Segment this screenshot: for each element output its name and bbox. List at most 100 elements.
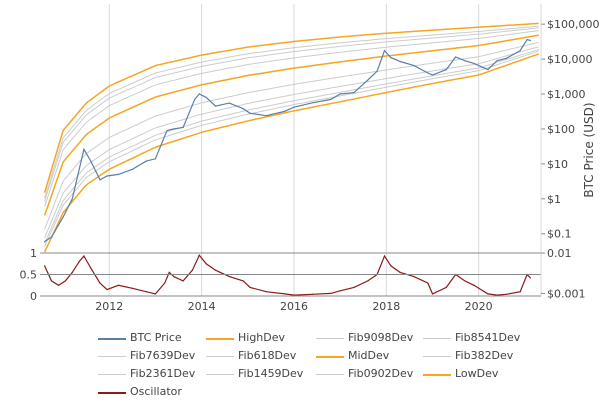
oscillator-point: [106, 288, 108, 291]
fib-band-line: [44, 46, 539, 239]
axes: 2012 2014 2016 2018 2020 $100,000 $10,000 $1,00…: [20, 4, 600, 313]
btc-price-point: [90, 160, 92, 162]
btc-price-point: [194, 98, 196, 101]
oscillator-point: [249, 286, 251, 288]
oscillator-point: [117, 284, 120, 286]
oscillator-point: [445, 286, 447, 288]
btc-price-point: [242, 108, 244, 110]
btc-price-point: [50, 236, 53, 238]
legend-item-label[interactable]: Fib7639Dev: [130, 349, 196, 362]
btc-price-point: [182, 126, 184, 129]
legend-swatch: [423, 338, 451, 339]
btc-price-point: [526, 39, 528, 41]
btc-price-point: [339, 93, 341, 95]
legend-item-label[interactable]: Fib382Dev: [455, 349, 514, 362]
low-dev-line: [43, 53, 539, 253]
legend-item-label[interactable]: MidDev: [348, 349, 390, 362]
btc-price-point: [311, 102, 314, 104]
deviation-bands: [43, 22, 539, 253]
btc-price-point: [249, 112, 251, 114]
price-series: [44, 38, 531, 243]
btc-price-point: [390, 57, 392, 59]
oscillator-point: [214, 269, 217, 271]
oscillator-point: [487, 293, 489, 295]
oscillator-point: [168, 271, 170, 273]
btc-price-point: [454, 56, 457, 58]
osc-left-tick-label: 1: [30, 247, 37, 260]
btc-price-point: [487, 68, 489, 71]
oscillator-point: [529, 277, 531, 279]
legend-swatch: [206, 374, 234, 375]
oscillator-point: [145, 291, 147, 293]
fib-band-line: [44, 41, 539, 230]
oscillator-point: [242, 280, 244, 282]
y-tick-label: $10: [547, 158, 568, 171]
btc-price-point: [330, 98, 332, 101]
btc-price-point: [117, 173, 120, 175]
legend-swatch: [316, 374, 344, 375]
osc-left-tick-label: 0.5: [20, 269, 38, 282]
oscillator-point: [131, 287, 133, 289]
legend-swatch: [206, 356, 234, 357]
btc-price-point: [376, 70, 378, 72]
btc-price-point: [519, 49, 521, 52]
btc-price-point: [62, 216, 64, 218]
legend-item-label[interactable]: Fib2361Dev: [130, 367, 196, 380]
oscillator-point: [519, 291, 521, 293]
oscillator-point: [311, 293, 314, 295]
legend-item-label[interactable]: HighDev: [238, 331, 286, 344]
oscillator-series: [44, 254, 531, 296]
legend-item-label[interactable]: Oscillator: [130, 385, 182, 398]
btc-price-point: [173, 128, 175, 130]
fib-band-line: [44, 25, 539, 199]
legend-item-label[interactable]: Fib8541Dev: [455, 331, 521, 344]
x-tick-label: 2018: [372, 300, 400, 313]
btc-price-point: [106, 175, 108, 177]
oscillator-point: [173, 276, 175, 278]
oscillator-point: [367, 280, 369, 282]
osc-left-tick-label: 0: [30, 290, 37, 303]
btc-price-point: [496, 60, 498, 62]
btc-price-point: [99, 179, 101, 181]
btc-price-point: [505, 57, 507, 59]
oscillator-point: [205, 263, 207, 265]
oscillator-point: [44, 265, 46, 267]
oscillator-point: [293, 294, 295, 296]
legend-item-label[interactable]: Fib0902Dev: [348, 367, 414, 380]
oscillator-point: [191, 269, 193, 271]
oscillator-point: [330, 292, 332, 295]
legend-swatch: [206, 338, 234, 340]
oscillator-point: [284, 293, 286, 295]
oscillator-point: [413, 276, 415, 278]
oscillator-point: [473, 284, 475, 286]
osc-right-tick-label: $0.001: [547, 287, 586, 300]
btc-price-point: [383, 49, 386, 52]
y-axis-label: BTC Price (USD): [582, 102, 596, 197]
btc-price-point: [413, 65, 415, 67]
y-tick-label: $10,000: [547, 53, 593, 66]
btc-price-point: [145, 160, 147, 162]
fib-band-line: [44, 27, 539, 202]
fib-band-line: [44, 34, 539, 216]
btc-price-point: [431, 74, 434, 76]
oscillator-point: [50, 280, 53, 282]
legend-item-label[interactable]: Fib9098Dev: [348, 331, 414, 344]
legend-item-label[interactable]: Fib618Dev: [238, 349, 297, 362]
legend-item-label[interactable]: BTC Price: [130, 331, 182, 344]
legend-item-label[interactable]: Fib1459Dev: [238, 367, 304, 380]
btc-price-point: [83, 148, 85, 150]
legend-swatch: [98, 356, 126, 357]
btc-price-point: [464, 60, 466, 62]
legend-item-label[interactable]: LowDev: [455, 367, 499, 380]
oscillator-point: [390, 265, 392, 267]
x-tick-label: 2014: [188, 300, 216, 313]
oscillator-point: [265, 291, 267, 293]
oscillator-point: [182, 280, 184, 282]
x-tick-label: 2020: [465, 300, 493, 313]
btc-price-point: [198, 93, 200, 95]
btc-price-point: [265, 115, 267, 117]
oscillator-point: [431, 293, 434, 295]
oscillator-point: [496, 294, 498, 296]
btc-price-point: [293, 106, 295, 108]
